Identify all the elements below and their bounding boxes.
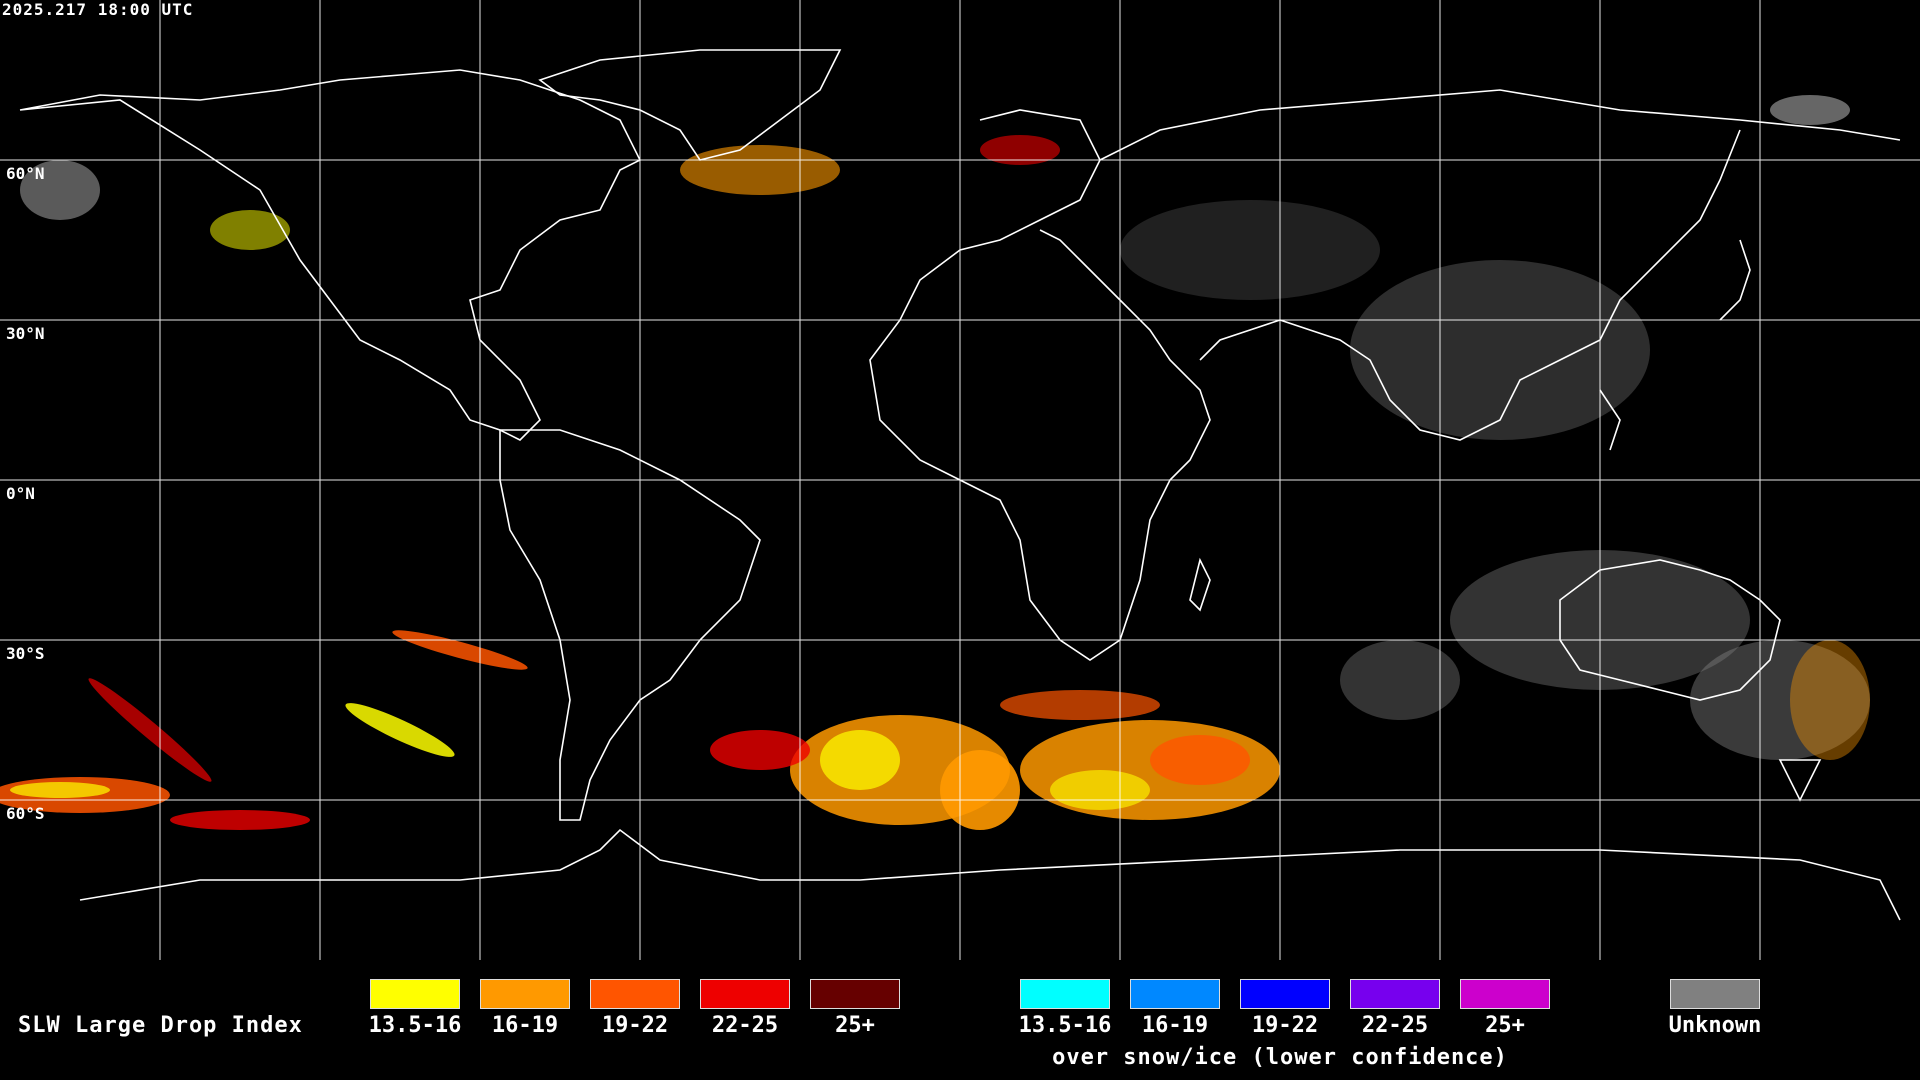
legend-snow-ice-caption: over snow/ice (lower confidence) (1052, 1045, 1508, 1070)
lat-label-30s: 30°S (6, 644, 45, 663)
legend-label-snow-5: 25+ (1485, 1013, 1525, 1038)
legend-swatch-primary-2 (480, 979, 570, 1009)
legend-swatch-primary-5 (810, 979, 900, 1009)
legend-label-primary-3: 19-22 (601, 1013, 669, 1038)
legend (0, 960, 1920, 1080)
legend-label-unknown: Unknown (1668, 1013, 1762, 1038)
legend-label-primary-2: 16-19 (491, 1013, 559, 1038)
legend-label-snow-2: 16-19 (1141, 1013, 1209, 1038)
legend-swatch-primary-1 (370, 979, 460, 1009)
legend-label-primary-4: 22-25 (711, 1013, 779, 1038)
timestamp: 2025.217 18:00 UTC (2, 0, 194, 19)
legend-label-snow-1: 13.5-16 (1018, 1013, 1112, 1038)
lat-label-0n: 0°N (6, 484, 35, 503)
legend-label-primary-1: 13.5-16 (368, 1013, 462, 1038)
lat-label-60s: 60°S (6, 804, 45, 823)
lat-label-60n: 60°N (6, 164, 45, 183)
legend-swatch-snow-3 (1240, 979, 1330, 1009)
world-map (0, 0, 1920, 960)
legend-swatch-snow-5 (1460, 979, 1550, 1009)
legend-swatch-snow-1 (1020, 979, 1110, 1009)
legend-swatch-primary-3 (590, 979, 680, 1009)
legend-label-primary-5: 25+ (835, 1013, 875, 1038)
graticule (0, 0, 1920, 960)
legend-label-snow-3: 19-22 (1251, 1013, 1319, 1038)
legend-label-snow-4: 22-25 (1361, 1013, 1429, 1038)
lat-label-30n: 30°N (6, 324, 45, 343)
legend-title: SLW Large Drop Index (18, 1013, 303, 1038)
legend-swatch-primary-4 (700, 979, 790, 1009)
legend-swatch-unknown (1670, 979, 1760, 1009)
legend-swatch-snow-4 (1350, 979, 1440, 1009)
coastlines (19, 49, 1901, 921)
legend-swatch-snow-2 (1130, 979, 1220, 1009)
